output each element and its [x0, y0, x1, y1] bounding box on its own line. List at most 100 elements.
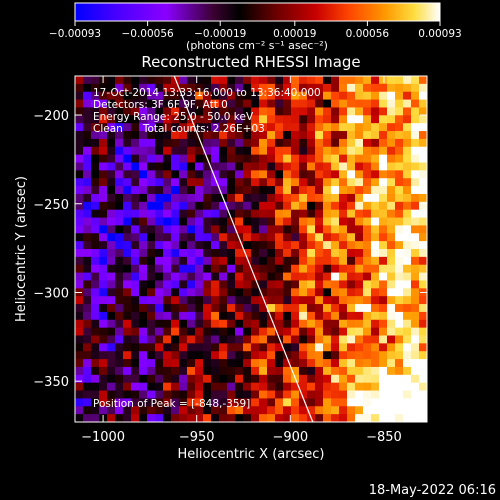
- heatmap-cell: [307, 193, 316, 203]
- heatmap-cell: [139, 249, 148, 258]
- heatmap-cell: [259, 335, 268, 344]
- heatmap-cell: [355, 398, 364, 407]
- heatmap-cell: [379, 178, 388, 187]
- heatmap-cell: [107, 296, 116, 305]
- heatmap-cell: [235, 178, 244, 187]
- heatmap-cell: [107, 280, 116, 289]
- heatmap-cell: [259, 162, 268, 171]
- heatmap-cell: [347, 186, 356, 195]
- heatmap-cell: [251, 374, 260, 384]
- heatmap-cell: [83, 107, 92, 116]
- heatmap-cell: [323, 335, 332, 344]
- heatmap-cell: [283, 225, 292, 234]
- heatmap-cell: [347, 406, 356, 415]
- heatmap-cell: [123, 256, 132, 266]
- heatmap-cell: [291, 146, 300, 156]
- heatmap-cell: [299, 304, 308, 313]
- heatmap-cell: [347, 335, 356, 344]
- heatmap-cell: [291, 178, 300, 187]
- heatmap-cell: [347, 319, 356, 329]
- heatmap-cell: [75, 233, 84, 242]
- heatmap-cell: [123, 201, 132, 211]
- heatmap-cell: [243, 280, 252, 289]
- heatmap-cell: [179, 178, 188, 187]
- heatmap-cell: [179, 366, 188, 376]
- heatmap-cell: [283, 154, 292, 164]
- heatmap-cell: [363, 414, 372, 422]
- heatmap-cell: [283, 83, 292, 93]
- heatmap-cell: [339, 162, 348, 171]
- heatmap-cell: [339, 209, 348, 219]
- heatmap-cell: [363, 327, 372, 337]
- heatmap-cell: [291, 249, 300, 258]
- heatmap-cell: [195, 201, 204, 211]
- heatmap-cell: [203, 249, 212, 258]
- heatmap-cell: [307, 209, 316, 219]
- heatmap-cell: [267, 272, 276, 282]
- heatmap-cell: [83, 217, 92, 227]
- heatmap-cell: [139, 335, 148, 344]
- heatmap-cell: [315, 335, 324, 344]
- heatmap-cell: [395, 382, 404, 392]
- heatmap-cell: [379, 217, 388, 227]
- heatmap-cell: [147, 193, 156, 203]
- heatmap-cell: [211, 131, 220, 140]
- heatmap-cell: [91, 327, 100, 337]
- heatmap-cell: [251, 304, 260, 313]
- heatmap-cell: [187, 272, 196, 282]
- heatmap-cell: [171, 296, 180, 305]
- heatmap-cell: [323, 123, 332, 132]
- heatmap-cell: [299, 138, 308, 148]
- heatmap-cell: [99, 382, 108, 392]
- heatmap-cell: [243, 359, 252, 368]
- heatmap-cell: [347, 83, 356, 93]
- heatmap-cell: [411, 146, 420, 156]
- heatmap-cell: [403, 351, 412, 360]
- heatmap-cell: [331, 146, 340, 156]
- heatmap-cell: [315, 256, 324, 266]
- heatmap-cell: [323, 99, 332, 109]
- heatmap-cell: [91, 217, 100, 227]
- heatmap-cell: [203, 170, 212, 179]
- heatmap-cell: [155, 382, 164, 392]
- heatmap-cell: [195, 398, 204, 407]
- heatmap-cell: [139, 319, 148, 329]
- heatmap-cell: [299, 319, 308, 329]
- heatmap-cell: [243, 170, 252, 179]
- heatmap-cell: [235, 272, 244, 282]
- heatmap-cell: [387, 296, 396, 305]
- heatmap-cell: [387, 288, 396, 297]
- heatmap-cell: [323, 390, 332, 400]
- heatmap-cell: [355, 201, 364, 211]
- heatmap-cell: [267, 83, 276, 93]
- heatmap-cell: [315, 138, 324, 148]
- heatmap-cell: [331, 154, 340, 164]
- heatmap-cell: [243, 162, 252, 171]
- heatmap-cell: [219, 280, 228, 289]
- heatmap-cell: [235, 107, 244, 116]
- heatmap-cell: [147, 217, 156, 227]
- heatmap-cell: [227, 217, 236, 227]
- heatmap-cell: [147, 264, 156, 274]
- heatmap-cell: [107, 162, 116, 171]
- heatmap-cell: [283, 319, 292, 329]
- heatmap-cell: [107, 288, 116, 297]
- heatmap-cell: [147, 288, 156, 297]
- heatmap-cell: [227, 146, 236, 156]
- heatmap-cell: [115, 343, 124, 352]
- heatmap-cell: [75, 170, 84, 179]
- heatmap-cell: [131, 162, 140, 171]
- heatmap-cell: [307, 311, 316, 321]
- heatmap-cell: [347, 225, 356, 234]
- peak-position-label: Position of Peak = [-848,-359]: [93, 398, 250, 410]
- heatmap-cell: [259, 351, 268, 360]
- heatmap-cell: [267, 351, 276, 360]
- heatmap-cell: [323, 241, 332, 250]
- heatmap-cell: [299, 398, 308, 407]
- heatmap-cell: [419, 178, 427, 187]
- heatmap-cell: [259, 178, 268, 187]
- heatmap-cell: [411, 327, 420, 337]
- heatmap-cell: [291, 131, 300, 140]
- heatmap-cell: [395, 359, 404, 368]
- heatmap-cell: [211, 99, 220, 109]
